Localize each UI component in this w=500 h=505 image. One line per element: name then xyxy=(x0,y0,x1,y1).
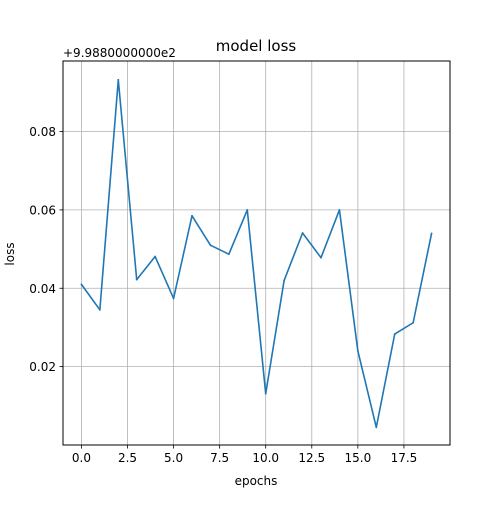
loss-point xyxy=(80,283,83,286)
axis-ticks: 0.0 2.5 5.0 7.5 10.0 12.5 15.0 17.5 0.02 0.04 0.06… xyxy=(29,125,417,465)
plot-frame xyxy=(62,60,451,446)
x-tick-label: 7.5 xyxy=(210,451,229,465)
loss-point xyxy=(283,279,286,282)
chart-title: model loss xyxy=(216,37,297,55)
x-tick-label: 10.0 xyxy=(252,451,279,465)
x-axis-label: epochs xyxy=(235,474,278,488)
x-tick-label: 12.5 xyxy=(298,451,325,465)
x-tick-label: 0.0 xyxy=(72,451,91,465)
loss-point xyxy=(412,321,415,324)
loss-point xyxy=(209,244,212,247)
loss-point xyxy=(338,208,341,211)
y-tick-label: 0.02 xyxy=(29,360,56,374)
loss-point xyxy=(172,297,175,300)
loss-point xyxy=(320,256,322,259)
y-offset-label: +9.9880000000e2 xyxy=(63,46,176,60)
loss-point xyxy=(301,232,304,234)
y-tick-label: 0.06 xyxy=(29,203,56,217)
x-tick-label: 17.5 xyxy=(391,451,418,465)
x-tick-label: 5.0 xyxy=(164,451,183,465)
loss-point xyxy=(135,278,138,281)
loss-point xyxy=(393,333,396,336)
loss-point xyxy=(98,308,101,311)
series xyxy=(80,78,433,429)
loss-point xyxy=(191,214,193,217)
loss-point xyxy=(154,255,157,258)
x-tick-label: 2.5 xyxy=(118,451,137,465)
y-tick-label: 0.04 xyxy=(29,282,56,296)
y-tick-label: 0.08 xyxy=(29,125,56,139)
grid xyxy=(63,61,450,445)
loss-point xyxy=(430,232,433,235)
loss-line xyxy=(80,79,433,429)
x-tick-label: 15.0 xyxy=(344,451,371,465)
loss-point xyxy=(117,78,120,81)
loss-point xyxy=(375,426,378,429)
y-axis-label: loss xyxy=(3,242,17,265)
loss-point xyxy=(264,392,267,395)
loss-point xyxy=(356,350,359,352)
loss-point xyxy=(246,208,249,211)
loss-point xyxy=(227,253,230,256)
